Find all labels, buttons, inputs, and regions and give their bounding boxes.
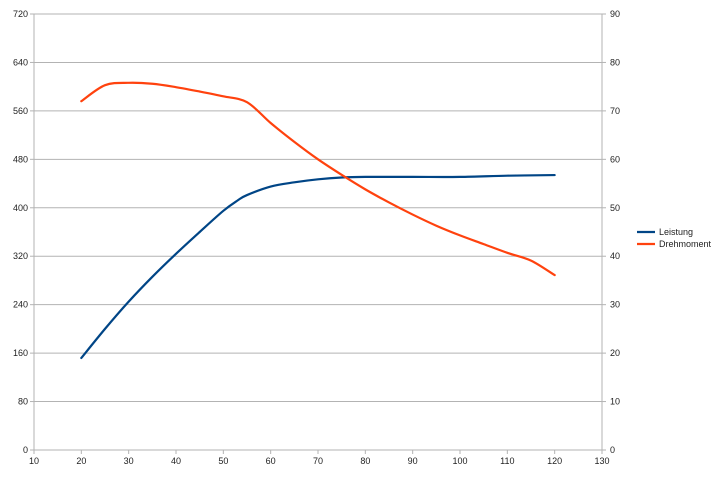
x-tick-label: 110 xyxy=(500,456,514,466)
y2-tick-label: 0 xyxy=(610,445,615,455)
axes: 0801602403204004805606407200102030405060… xyxy=(13,9,620,466)
x-tick-label: 130 xyxy=(594,456,609,466)
gridlines xyxy=(34,13,602,451)
x-tick-label: 30 xyxy=(124,456,134,466)
series-line-leistung xyxy=(80,173,556,360)
x-tick-label: 20 xyxy=(76,456,86,466)
y-tick-label: 400 xyxy=(13,203,28,213)
x-tick-label: 90 xyxy=(408,456,418,466)
series-lines xyxy=(80,81,556,360)
x-tick-label: 70 xyxy=(313,456,323,466)
legend-label-leistung: Leistung xyxy=(659,227,693,237)
y-tick-label: 560 xyxy=(13,106,28,116)
y-tick-label: 480 xyxy=(13,154,28,164)
y-tick-label: 320 xyxy=(13,251,28,261)
x-tick-label: 100 xyxy=(452,456,467,466)
y2-tick-label: 30 xyxy=(610,300,620,310)
y-tick-label: 240 xyxy=(13,300,28,310)
y2-tick-label: 40 xyxy=(610,251,620,261)
x-tick-label: 10 xyxy=(29,456,39,466)
y2-tick-label: 60 xyxy=(610,154,620,164)
legend-label-drehmoment: Drehmoment xyxy=(659,239,712,249)
y-tick-label: 160 xyxy=(13,348,28,358)
x-tick-label: 60 xyxy=(266,456,276,466)
y2-tick-label: 80 xyxy=(610,57,620,67)
series-line-drehmoment xyxy=(80,81,556,277)
y2-tick-label: 20 xyxy=(610,348,620,358)
y-tick-label: 80 xyxy=(18,397,28,407)
y2-tick-label: 90 xyxy=(610,9,620,19)
x-tick-label: 50 xyxy=(218,456,228,466)
y2-tick-label: 50 xyxy=(610,203,620,213)
x-tick-label: 40 xyxy=(171,456,181,466)
y2-tick-label: 10 xyxy=(610,397,620,407)
y-tick-label: 640 xyxy=(13,57,28,67)
y-tick-label: 720 xyxy=(13,9,28,19)
y-tick-label: 0 xyxy=(23,445,28,455)
legend: Leistung Drehmoment xyxy=(637,227,712,249)
y2-tick-label: 70 xyxy=(610,106,620,116)
x-tick-label: 120 xyxy=(547,456,562,466)
x-tick-label: 80 xyxy=(360,456,370,466)
